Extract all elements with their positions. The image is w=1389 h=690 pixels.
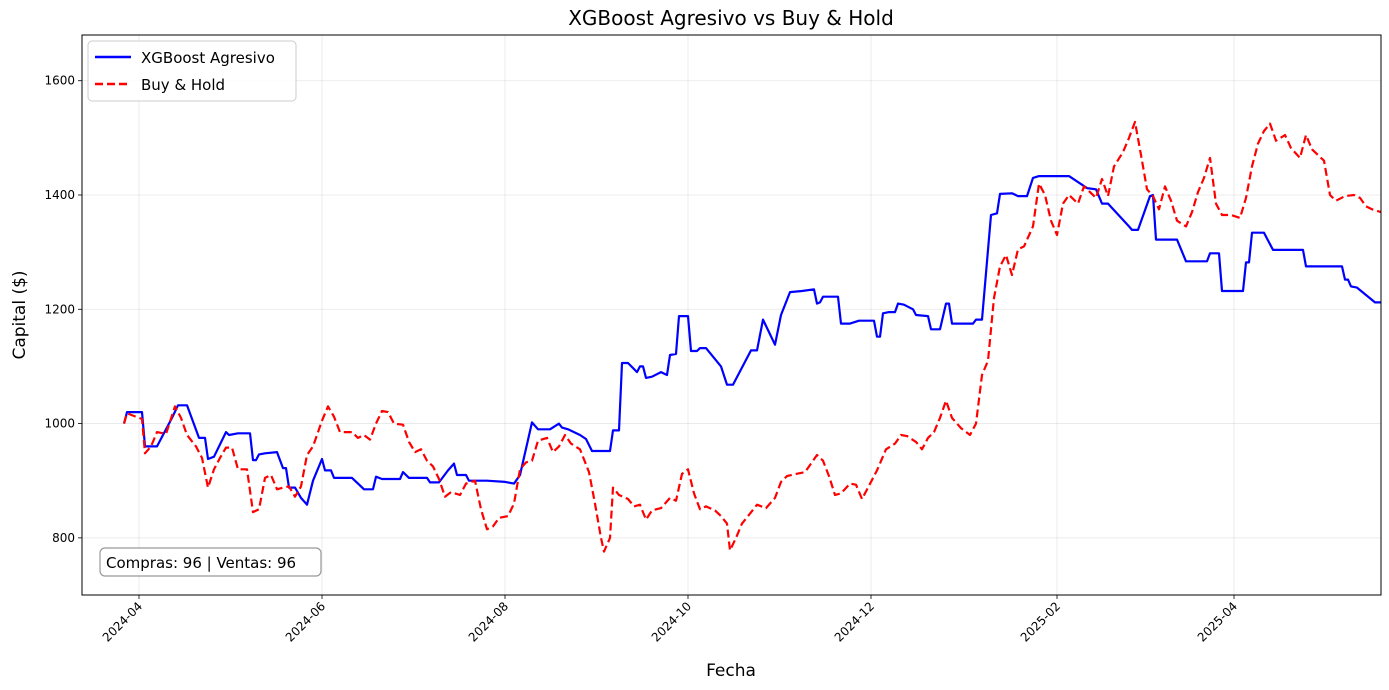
- y-axis-ticks: 800 1000 1200 1400 1600: [44, 74, 82, 545]
- series-layer: [122, 120, 1382, 553]
- series-line-buy-hold: [122, 120, 1382, 553]
- legend: XGBoost Agresivo Buy & Hold: [87, 40, 297, 102]
- plot-frame: [81, 34, 1382, 596]
- y-axis-title: Capital ($): [10, 270, 30, 359]
- trade-count-note: Compras: 96 | Ventas: 96: [99, 547, 322, 577]
- chart-title: XGBoost Agresivo vs Buy & Hold: [568, 6, 894, 30]
- legend-box: [87, 40, 297, 102]
- grid: [82, 35, 1381, 595]
- y-tick-label: 1600: [44, 74, 75, 88]
- y-tick-label: 800: [52, 531, 75, 545]
- trade-count-text: Compras: 96 | Ventas: 96: [106, 554, 296, 572]
- y-tick-label: 1000: [44, 417, 75, 431]
- trade-count-box: [99, 547, 322, 577]
- y-tick-label: 1200: [44, 302, 75, 316]
- series-line-xgboost: [122, 175, 1381, 506]
- x-axis-title: Fecha: [706, 661, 756, 681]
- legend-label-xgboost: XGBoost Agresivo: [141, 49, 275, 67]
- legend-label-buy-hold: Buy & Hold: [141, 76, 225, 94]
- y-tick-label: 1400: [44, 188, 75, 202]
